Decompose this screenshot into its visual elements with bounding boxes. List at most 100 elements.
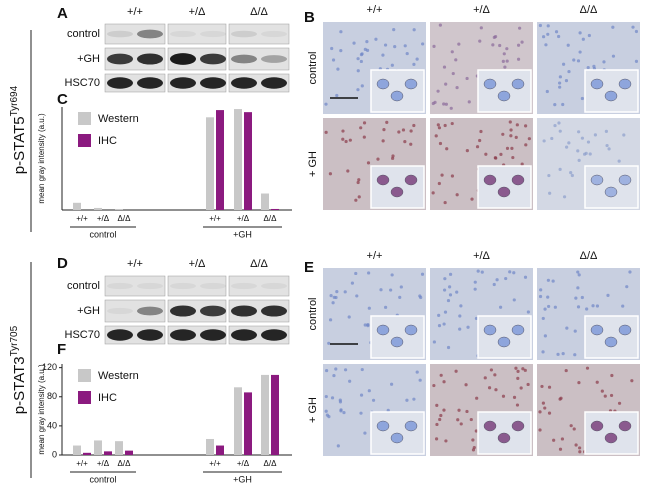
nucleus	[606, 293, 610, 297]
inset-nucleus	[404, 78, 418, 90]
nucleus	[516, 376, 520, 380]
nucleus	[330, 396, 335, 400]
nucleus	[360, 367, 364, 372]
bar	[73, 202, 81, 210]
nucleus	[605, 143, 609, 148]
nucleus	[478, 39, 482, 43]
genotype-header: +/+	[367, 250, 383, 262]
nucleus	[328, 172, 333, 176]
nucleus	[366, 161, 371, 165]
nucleus	[561, 352, 565, 356]
inset-nucleus	[497, 186, 511, 198]
nucleus	[547, 385, 552, 389]
nucleus	[324, 409, 328, 413]
nucleus	[617, 159, 621, 163]
nucleus	[443, 123, 447, 128]
nucleus	[473, 287, 477, 291]
nucleus	[558, 75, 562, 79]
blot-strip	[104, 275, 166, 297]
nucleus	[343, 368, 348, 372]
blot-band	[137, 53, 163, 65]
nucleus	[412, 397, 416, 401]
nucleus	[564, 79, 569, 83]
nucleus	[567, 69, 571, 74]
nucleus	[324, 394, 328, 399]
nucleus	[366, 322, 370, 327]
y-tick-label: 80	[47, 391, 57, 401]
genotype-header: +/+	[367, 4, 383, 16]
blot-band	[200, 282, 226, 290]
side-label: p-STAT3Tyr705	[9, 325, 28, 414]
nucleus	[558, 447, 563, 451]
inset-nucleus	[604, 432, 618, 444]
nucleus	[356, 69, 360, 73]
nucleus	[435, 422, 439, 427]
nucleus	[479, 26, 483, 30]
nucleus	[491, 43, 495, 47]
panel-letter: A	[57, 5, 68, 22]
nucleus	[611, 54, 616, 58]
nucleus	[519, 386, 523, 390]
nucleus	[560, 437, 565, 441]
legend-swatch	[78, 112, 91, 125]
nucleus	[436, 89, 440, 93]
nucleus	[558, 81, 562, 85]
nucleus	[339, 30, 343, 34]
nucleus	[514, 135, 518, 139]
blot-band	[200, 77, 226, 89]
nucleus	[434, 134, 438, 138]
blot-band	[261, 305, 287, 317]
nucleus	[538, 23, 543, 28]
nucleus	[324, 102, 328, 106]
nucleus	[356, 57, 360, 61]
y-tick-label: 40	[47, 420, 57, 430]
nucleus	[379, 288, 383, 292]
nucleus	[432, 340, 436, 344]
nucleus	[630, 379, 634, 383]
nucleus	[409, 142, 413, 146]
blot-band	[107, 30, 133, 38]
nucleus	[439, 413, 443, 418]
nucleus	[419, 295, 423, 300]
nucleus	[546, 278, 550, 282]
nucleus	[518, 26, 522, 30]
nucleus	[556, 352, 560, 356]
nucleus	[569, 171, 573, 175]
nucleus	[343, 290, 347, 294]
nucleus	[558, 85, 562, 89]
panel-letter: C	[57, 91, 68, 108]
blot-band	[200, 305, 226, 317]
nucleus	[381, 139, 385, 143]
nucleus	[420, 272, 425, 276]
x-tick-label: +/Δ	[97, 214, 110, 223]
nucleus	[359, 126, 363, 130]
nucleus	[543, 307, 547, 311]
nucleus	[442, 322, 446, 326]
nucleus	[390, 273, 394, 277]
nucleus	[449, 106, 453, 110]
nucleus	[392, 28, 396, 32]
nucleus	[586, 65, 590, 70]
bar	[271, 208, 279, 210]
nucleus	[347, 315, 351, 319]
x-tick-label: +/+	[209, 214, 221, 223]
bar	[206, 438, 214, 455]
nucleus	[566, 43, 570, 47]
nucleus	[324, 130, 328, 134]
nucleus	[437, 313, 441, 317]
nucleus	[574, 296, 578, 300]
nucleus	[448, 272, 453, 276]
nucleus	[450, 50, 454, 54]
nucleus	[412, 123, 416, 128]
inset-nucleus	[618, 78, 632, 90]
genotype-header: +/Δ	[189, 258, 206, 270]
nucleus	[403, 44, 407, 48]
nucleus	[501, 132, 505, 136]
nucleus	[622, 133, 626, 137]
nucleus	[437, 181, 441, 186]
genotype-header: +/Δ	[189, 6, 206, 18]
nucleus	[553, 102, 557, 107]
group-label: +GH	[233, 229, 252, 239]
nucleus	[359, 52, 364, 57]
nucleus	[397, 130, 401, 134]
